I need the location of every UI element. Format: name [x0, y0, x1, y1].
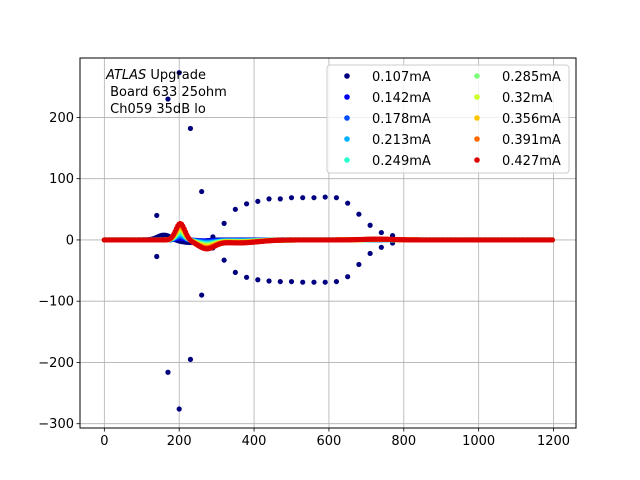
- outlier-point: [378, 244, 384, 250]
- legend-entries: 0.107mA 0.142mA 0.178mA 0.213mA 0.249mA 0.285…: [344, 70, 561, 169]
- outlier-point: [288, 195, 295, 201]
- legend-item: 0.427mA: [474, 154, 561, 169]
- legend-marker: [474, 94, 480, 100]
- y-tick-label: −100: [38, 295, 74, 310]
- legend-marker: [344, 136, 350, 142]
- legend-item: 0.213mA: [344, 133, 431, 148]
- atlas-annotation: ATLAS Upgrade Board 633 25ohm Ch059 35dB…: [105, 68, 227, 117]
- axis-ticks: 0 200 400 600 800 1000 1200 −300 −200 −100 0 100 200: [38, 111, 570, 449]
- outlier-point: [356, 211, 362, 217]
- legend-item: 0.32mA: [474, 91, 553, 106]
- annotation-line-2: Board 633 25ohm: [106, 85, 227, 100]
- legend-item: 0.178mA: [344, 112, 431, 127]
- outlier-point: [322, 279, 328, 285]
- outlier-point: [187, 356, 194, 362]
- outlier-point: [165, 96, 171, 102]
- legend-label: 0.107mA: [372, 70, 431, 85]
- outlier-point: [187, 125, 194, 132]
- outlier-point: [378, 229, 384, 236]
- y-tick-label: 200: [49, 111, 74, 126]
- legend-item: 0.391mA: [474, 133, 561, 148]
- outlier-point: [367, 222, 373, 228]
- legend-marker: [474, 157, 480, 163]
- outlier-point: [345, 200, 351, 206]
- legend-label: 0.391mA: [502, 133, 561, 148]
- outlier-point: [176, 70, 182, 76]
- outlier-point: [300, 279, 306, 285]
- outlier-point: [232, 269, 238, 276]
- data-point: [549, 237, 556, 243]
- outlier-point: [266, 196, 272, 202]
- atlas-label: ATLAS: [105, 68, 146, 83]
- legend-item: 0.285mA: [474, 70, 561, 85]
- series-0.427mA-points: [101, 220, 556, 252]
- y-tick-label: 0: [66, 233, 74, 248]
- outlier-point: [232, 206, 238, 212]
- legend-label: 0.285mA: [502, 70, 561, 85]
- legend-marker: [344, 115, 350, 121]
- y-tick-label: −200: [38, 356, 74, 371]
- legend-item: 0.107mA: [344, 70, 431, 85]
- legend-label: 0.356mA: [502, 112, 561, 127]
- legend-marker: [474, 115, 480, 121]
- x-tick-label: 200: [167, 434, 192, 449]
- data-points: [101, 70, 556, 412]
- x-tick-label: 0: [100, 434, 108, 449]
- outlier-point: [311, 195, 317, 201]
- legend-marker: [344, 94, 350, 100]
- outlier-point: [266, 278, 272, 284]
- x-tick-label: 400: [242, 434, 267, 449]
- outlier-point: [199, 188, 205, 195]
- outlier-point: [345, 274, 351, 280]
- legend-item: 0.142mA: [344, 91, 431, 106]
- y-tick-label: −300: [38, 417, 74, 432]
- outlier-point: [255, 277, 261, 283]
- legend-marker: [344, 157, 350, 163]
- outlier-point: [277, 278, 283, 285]
- outlier-point: [154, 212, 160, 219]
- annotation-line-3: Ch059 35dB lo: [106, 102, 206, 117]
- legend-item: 0.356mA: [474, 112, 561, 127]
- legend-label: 0.213mA: [372, 133, 431, 148]
- outlier-point: [322, 194, 328, 200]
- annotation-line-1: ATLAS Upgrade: [105, 68, 206, 83]
- legend-item: 0.249mA: [344, 154, 431, 169]
- outlier-point: [311, 279, 317, 285]
- upgrade-label: Upgrade: [146, 68, 206, 83]
- legend-marker: [474, 73, 480, 79]
- legend-box: [326, 64, 570, 174]
- legend-label: 0.142mA: [372, 91, 431, 106]
- outlier-point: [356, 261, 362, 268]
- y-tick-label: 100: [49, 172, 74, 187]
- legend-label: 0.427mA: [502, 154, 561, 169]
- legend-label: 0.178mA: [372, 112, 431, 127]
- legend-label: 0.249mA: [372, 154, 431, 169]
- legend: 0.107mA 0.142mA 0.178mA 0.213mA 0.249mA 0.285…: [326, 64, 570, 174]
- outlier-point: [221, 220, 227, 226]
- x-tick-label: 1200: [537, 434, 570, 449]
- outlier-point: [176, 406, 182, 412]
- outlier-point: [154, 253, 160, 260]
- plot-frame: [79, 57, 577, 429]
- outlier-point: [221, 257, 227, 263]
- x-tick-label: 600: [317, 434, 342, 449]
- legend-marker: [474, 136, 480, 142]
- x-tick-label: 1000: [462, 434, 495, 449]
- legend-label: 0.32mA: [502, 91, 553, 106]
- outlier-point: [288, 278, 295, 285]
- outlier-point: [333, 278, 340, 285]
- legend-marker: [344, 73, 350, 79]
- outlier-point: [333, 195, 340, 201]
- outlier-point: [277, 196, 283, 202]
- outlier-point: [255, 198, 261, 204]
- outlier-point: [367, 250, 373, 257]
- outlier-point: [199, 292, 205, 298]
- outlier-point: [300, 195, 306, 201]
- x-tick-label: 800: [391, 434, 416, 449]
- outlier-point: [165, 369, 171, 375]
- outlier-point: [243, 201, 250, 207]
- outlier-point: [243, 274, 250, 280]
